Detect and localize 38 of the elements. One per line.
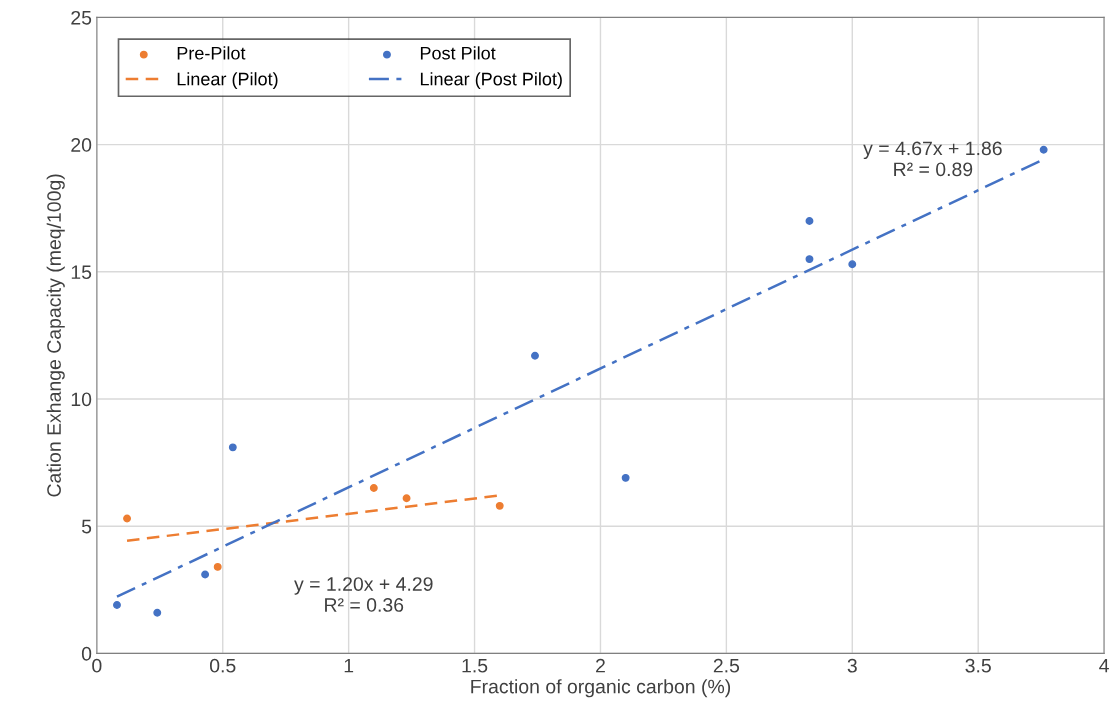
y-tick-label: 20 — [71, 138, 92, 152]
legend-label: Post Pilot — [420, 46, 496, 60]
y-tick-label: 15 — [71, 265, 92, 280]
x-tick-label: 4 — [1099, 658, 1109, 673]
legend-label: Pre-Pilot — [177, 46, 246, 60]
legend-label: Linear (Post Pilot) — [420, 72, 562, 89]
point — [228, 443, 237, 452]
point — [113, 601, 121, 610]
point — [402, 494, 411, 503]
point — [805, 255, 814, 264]
annotation: y = 4.67x + 1.86 R² = 0.89 — [863, 141, 1002, 177]
point — [805, 216, 814, 225]
point — [1039, 145, 1048, 154]
legend-label: Linear (Pilot) — [177, 72, 278, 89]
x-tick-label: 1.5 — [462, 658, 488, 673]
point — [123, 514, 132, 523]
x-tick-label: 1 — [344, 658, 354, 673]
x-tick-label: 3.5 — [965, 658, 991, 673]
x-tick-label: 3 — [847, 658, 857, 673]
y-tick-label: 5 — [81, 519, 92, 534]
point — [621, 473, 630, 482]
x-tick-label: 0 — [92, 658, 102, 673]
point — [153, 608, 162, 617]
x-tick-label: 0.5 — [209, 658, 236, 673]
x-tick-label: 2.5 — [713, 658, 740, 673]
x-axis-title: Fraction of organic carbon (%) — [471, 679, 731, 698]
annotation: y = 1.20x + 4.29 R² = 0.36 — [294, 577, 433, 612]
x-tick-label: 2 — [596, 658, 605, 673]
y-axis-title: Cation Exhange Capacity (meq/100g) — [46, 174, 65, 497]
point — [531, 351, 539, 360]
point — [213, 562, 222, 571]
point — [848, 260, 857, 269]
point — [201, 570, 210, 579]
y-tick-label: 25 — [71, 10, 92, 25]
point — [495, 501, 504, 510]
y-tick-label: 0 — [81, 646, 92, 661]
y-tick-label: 10 — [71, 392, 92, 407]
point — [369, 484, 378, 492]
